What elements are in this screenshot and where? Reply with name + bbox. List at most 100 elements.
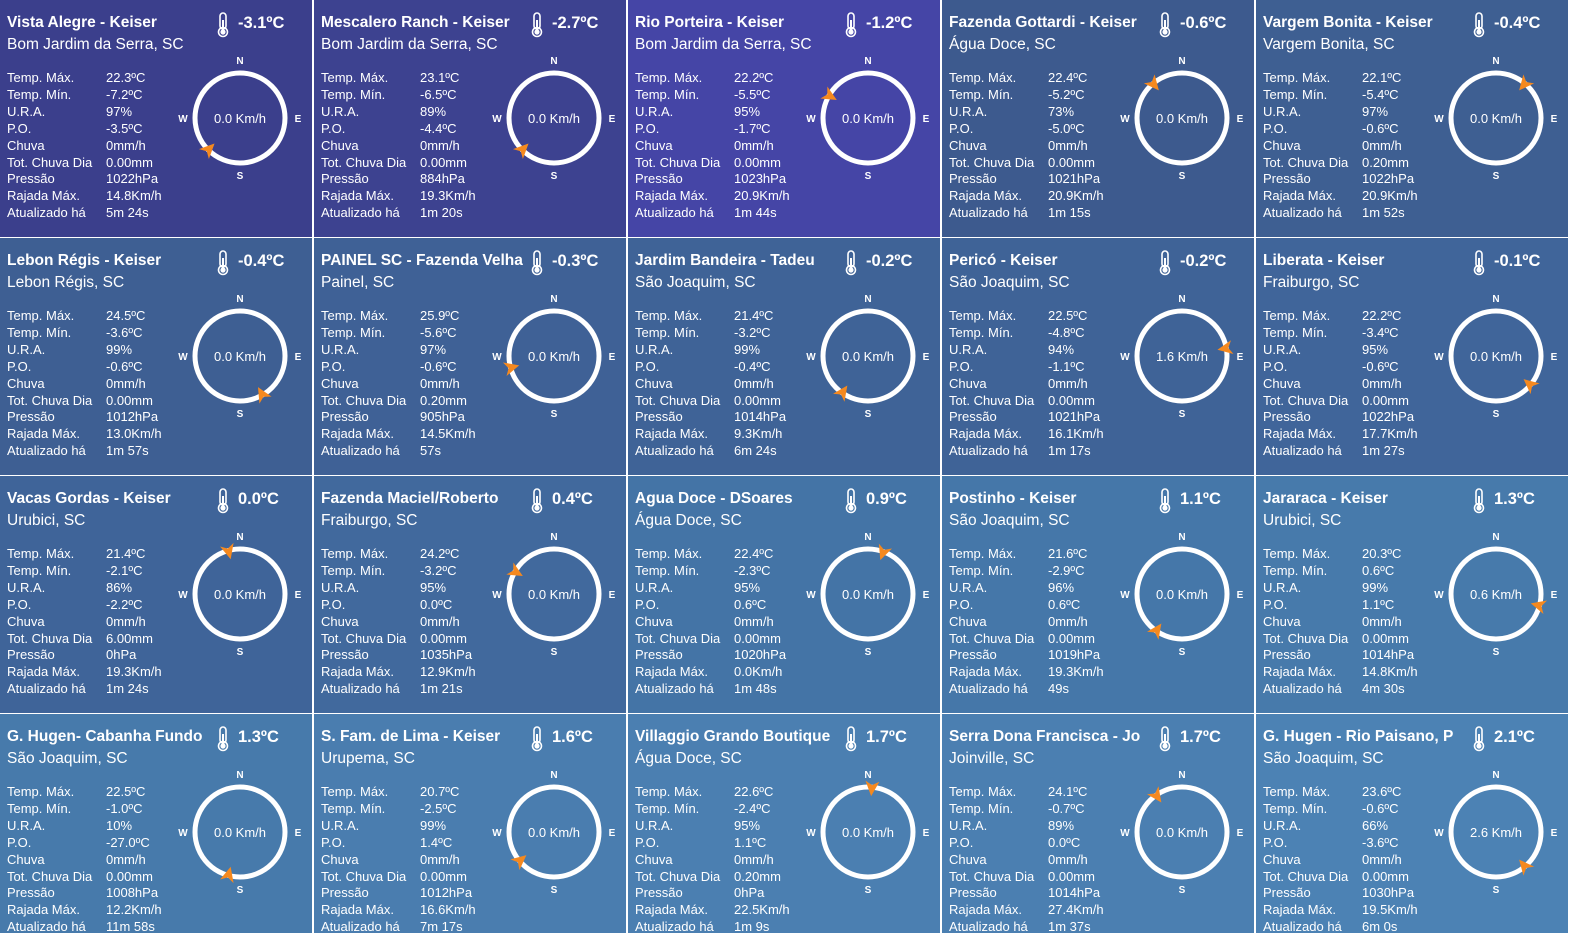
compass-letter-w: W: [806, 590, 816, 601]
station-title: Pericó - Keiser: [949, 252, 1058, 269]
station-card[interactable]: Liberata - Keiser Fraiburgo, SC -0.1ºC Temp…: [1256, 238, 1568, 475]
stat-value: 1m 15s: [1048, 205, 1091, 221]
stat-label: Temp. Mín.: [635, 800, 700, 816]
station-card[interactable]: Vista Alegre - Keiser Bom Jardim da Serra…: [0, 0, 312, 237]
stat-value: -5.6ºC: [420, 324, 457, 340]
wind-direction-arrow-icon: [1523, 379, 1540, 395]
stat-label: Tot. Chuva Dia: [321, 154, 407, 170]
stat-row-temp-max: Temp. Máx. 22.2ºC: [635, 70, 790, 87]
station-card[interactable]: Vacas Gordas - Keiser Urubici, SC 0.0ºC Tem…: [0, 476, 312, 713]
stat-row-tot-chuva: Tot. Chuva Dia 0.00mm: [635, 393, 786, 410]
wind-speed: 0.0 Km/h: [1156, 825, 1208, 840]
stat-value: 1022hPa: [106, 171, 159, 187]
stat-row-ura: U.R.A. 97%: [321, 342, 476, 359]
stat-value: 4m 30s: [1362, 681, 1405, 697]
compass-letter-n: N: [1492, 294, 1499, 305]
station-card[interactable]: Serra Dona Francisca - Jo Joinville, SC 1.…: [942, 714, 1254, 933]
current-temperature: 2.1ºC: [1494, 728, 1535, 746]
station-card[interactable]: Pericó - Keiser São Joaquim, SC -0.2ºC Temp…: [942, 238, 1254, 475]
stat-value: 0mm/h: [734, 851, 774, 867]
station-card[interactable]: Jardim Bandeira - Tadeu São Joaquim, SC -0…: [628, 238, 940, 475]
wind-direction-arrow-icon: [1147, 623, 1162, 640]
stat-value: 0.00mm: [1048, 630, 1095, 646]
stat-value: 1.4ºC: [420, 834, 453, 850]
weather-stats: Temp. Máx. 22.4ºC Temp. Mín. -2.3ºC U.R.A. 95…: [635, 546, 786, 698]
station-card[interactable]: Agua Doce - DSoares Água Doce, SC 0.9ºC Tem…: [628, 476, 940, 713]
stat-value: 0.00mm: [734, 630, 781, 646]
stat-value: 1012hPa: [106, 409, 159, 425]
station-card[interactable]: Rio Porteira - Keiser Bom Jardim da Serra…: [628, 0, 940, 237]
stat-label: U.R.A.: [635, 579, 674, 595]
stat-row-tot-chuva: Tot. Chuva Dia 0.20mm: [635, 869, 790, 886]
stat-label: Pressão: [7, 409, 55, 425]
station-location: Vargem Bonita, SC: [1263, 36, 1395, 53]
stat-label: Temp. Máx.: [1263, 70, 1331, 85]
stat-value: 1021hPa: [1048, 409, 1101, 425]
stat-label: Atualizado há: [635, 205, 714, 221]
weather-stats: Temp. Máx. 22.5ºC Temp. Mín. -4.8ºC U.R.A. 94…: [949, 308, 1104, 460]
stat-value: 0.6ºC: [1048, 596, 1081, 612]
stat-row-chuva: Chuva 0mm/h: [321, 852, 476, 869]
weather-stats: Temp. Máx. 23.1ºC Temp. Mín. -6.5ºC U.R.A. 89…: [321, 70, 476, 222]
station-card[interactable]: PAINEL SC - Fazenda Velha Painel, SC -0.3º…: [314, 238, 626, 475]
wind-speed: 0.0 Km/h: [1470, 111, 1522, 126]
station-card[interactable]: Vargem Bonita - Keiser Vargem Bonita, SC -…: [1256, 0, 1568, 237]
thermometer-icon: [522, 10, 552, 40]
stat-row-po: P.O. 0.6ºC: [949, 597, 1104, 614]
stat-label: Pressão: [635, 171, 683, 187]
compass-letter-n: N: [864, 56, 871, 67]
station-card[interactable]: Mescalero Ranch - Keiser Bom Jardim da Se…: [314, 0, 626, 237]
station-card[interactable]: Postinho - Keiser São Joaquim, SC 1.1ºC Tem…: [942, 476, 1254, 713]
stat-row-tot-chuva: Tot. Chuva Dia 0.00mm: [635, 155, 790, 172]
compass-letter-s: S: [551, 171, 558, 182]
stat-label: P.O.: [635, 596, 660, 612]
stat-row-ura: U.R.A. 99%: [7, 342, 162, 359]
station-card[interactable]: Fazenda Maciel/Roberto Fraiburgo, SC 0.4ºC…: [314, 476, 626, 713]
stat-row-pressao: Pressão 1030hPa: [1263, 885, 1418, 902]
stat-label: Temp. Mín.: [321, 562, 386, 578]
stat-value: 10%: [106, 817, 133, 833]
stat-row-pressao: Pressão 1012hPa: [321, 885, 476, 902]
stat-row-po: P.O. -0.4ºC: [635, 359, 786, 376]
station-card[interactable]: G. Hugen- Cabanha Fundo São Joaquim, SC 1.…: [0, 714, 312, 933]
stat-label: Temp. Mín.: [1263, 324, 1328, 340]
stat-label: U.R.A.: [949, 341, 988, 357]
stat-row-pressao: Pressão 1020hPa: [635, 647, 786, 664]
wind-direction-arrow-icon: [258, 387, 272, 404]
station-card[interactable]: Fazenda Gottardi - Keiser Água Doce, SC -0…: [942, 0, 1254, 237]
stat-value: 97%: [420, 341, 447, 357]
stat-label: Temp. Mín.: [949, 800, 1014, 816]
stat-label: Temp. Mín.: [635, 562, 700, 578]
stat-value: 0.00mm: [1048, 392, 1095, 408]
stat-row-rajada: Rajada Máx. 12.2Km/h: [7, 902, 162, 919]
stat-label: Tot. Chuva Dia: [635, 630, 721, 646]
stat-row-temp-min: Temp. Mín. -5.5ºC: [635, 87, 790, 104]
stat-row-temp-min: Temp. Mín. -3.4ºC: [1263, 325, 1418, 342]
station-card[interactable]: G. Hugen - Rio Paisano, P São Joaquim, SC…: [1256, 714, 1568, 933]
stat-row-temp-min: Temp. Mín. -5.4ºC: [1263, 87, 1418, 104]
stat-value: 1014hPa: [1048, 885, 1101, 901]
stat-value: -2.1ºC: [106, 562, 143, 578]
current-temperature: -0.4ºC: [1494, 14, 1541, 32]
compass-letter-s: S: [865, 885, 872, 896]
compass-ring: [192, 546, 288, 642]
compass-letter-n: N: [550, 294, 557, 305]
station-title: Villaggio Grando Boutique: [635, 728, 831, 745]
stat-value: -27.0ºC: [106, 834, 150, 850]
weather-stats: Temp. Máx. 22.6ºC Temp. Mín. -2.4ºC U.R.A. 95…: [635, 784, 790, 933]
stat-value: 97%: [106, 103, 133, 119]
station-card[interactable]: Jararaca - Keiser Urubici, SC 1.3ºC Temp. M…: [1256, 476, 1568, 713]
stat-label: Atualizado há: [635, 681, 714, 697]
compass-letter-n: N: [1178, 56, 1185, 67]
station-title: Jararaca - Keiser: [1263, 490, 1388, 507]
stat-label: Rajada Máx.: [7, 188, 80, 204]
stat-row-ura: U.R.A. 99%: [1263, 580, 1418, 597]
station-card[interactable]: Villaggio Grando Boutique Água Doce, SC 1.…: [628, 714, 940, 933]
wind-speed: 0.0 Km/h: [214, 825, 266, 840]
stat-label: Chuva: [949, 137, 987, 153]
station-card[interactable]: S. Fam. de Lima - Keiser Urupema, SC 1.6ºC…: [314, 714, 626, 933]
stat-row-temp-max: Temp. Máx. 22.4ºC: [635, 546, 786, 563]
stat-row-chuva: Chuva 0mm/h: [635, 138, 790, 155]
current-temperature: 0.4ºC: [552, 490, 593, 508]
station-card[interactable]: Lebon Régis - Keiser Lebon Régis, SC -0.4º…: [0, 238, 312, 475]
